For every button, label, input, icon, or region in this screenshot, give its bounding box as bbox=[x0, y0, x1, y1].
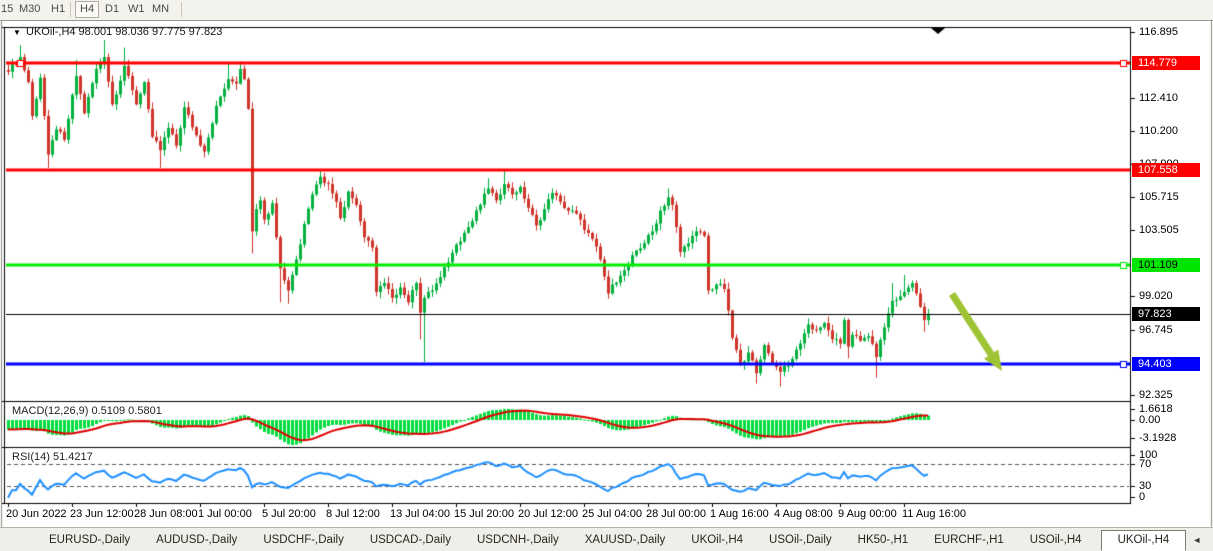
toolbar-separator bbox=[70, 2, 71, 17]
date-tick-label: 13 Jul 04:00 bbox=[390, 508, 450, 520]
title-dropdown-icon[interactable]: ▼ bbox=[13, 28, 21, 37]
price-level-badge: 114.779 bbox=[1132, 56, 1200, 70]
toolbar-separator bbox=[181, 2, 182, 17]
price-tick-label: 105.715 bbox=[1139, 191, 1179, 203]
period-toolbar: 15 M30 H1 H4 D1 W1 MN bbox=[0, 0, 1213, 21]
price-tick-label: 99.020 bbox=[1139, 290, 1173, 302]
macd-tick-label: -3.1928 bbox=[1139, 432, 1177, 444]
price-tick-label: 116.895 bbox=[1139, 26, 1178, 38]
date-tick-label: 20 Jul 12:00 bbox=[518, 508, 578, 520]
tab-usoil-h4[interactable]: USOil-,H4 bbox=[1029, 534, 1082, 546]
period-button-d1[interactable]: D1 bbox=[105, 3, 120, 15]
tab-eurusd-daily[interactable]: EURUSD-,Daily bbox=[49, 534, 131, 546]
tabs-scroll-left-icon[interactable]: ◄ bbox=[1192, 535, 1202, 545]
macd-indicator-label: MACD(12,26,9) 0.5109 0.5801 bbox=[12, 405, 162, 417]
price-tick-label: 112.410 bbox=[1139, 92, 1178, 104]
price-level-badge: 97.823 bbox=[1132, 307, 1200, 321]
tab-xauusd-daily[interactable]: XAUUSD-,Daily bbox=[584, 534, 666, 546]
date-tick-label: 25 Jul 04:00 bbox=[582, 508, 642, 520]
rsi-indicator-label: RSI(14) 51.4217 bbox=[12, 451, 93, 463]
tab-usdcad-daily[interactable]: USDCAD-,Daily bbox=[369, 534, 451, 546]
tab-hk50-h1[interactable]: HK50-,H1 bbox=[857, 534, 909, 546]
macd-tick-label: 1.6618 bbox=[1139, 403, 1173, 415]
date-tick-label: 1 Aug 16:00 bbox=[710, 508, 769, 520]
symbol-tab-bar: EURUSD-,Daily AUDUSD-,Daily USDCHF-,Daily U… bbox=[0, 527, 1213, 551]
date-tick-label: 28 Jul 00:00 bbox=[646, 508, 706, 520]
tab-ukoil-h4-active[interactable]: UKOil-,H4 bbox=[1100, 529, 1187, 551]
price-level-badge: 107.558 bbox=[1132, 163, 1200, 177]
rsi-tick-label: 70 bbox=[1139, 458, 1152, 470]
tabs-scroll-right-icon[interactable]: ► bbox=[1207, 535, 1213, 545]
price-level-badge: 94.403 bbox=[1132, 357, 1200, 371]
period-button-mn[interactable]: MN bbox=[152, 3, 170, 15]
date-tick-label: 28 Jun 08:00 bbox=[134, 508, 198, 520]
price-tick-label: 92.325 bbox=[1139, 389, 1173, 401]
tab-usdchf-daily[interactable]: USDCHF-,Daily bbox=[263, 534, 344, 546]
tab-audusd-daily[interactable]: AUDUSD-,Daily bbox=[156, 534, 238, 546]
date-tick-label: 5 Jul 20:00 bbox=[262, 508, 316, 520]
price-tick-label: 110.200 bbox=[1139, 125, 1178, 137]
tab-ukoil-h4[interactable]: UKOil-,H4 bbox=[691, 534, 744, 546]
tab-eurchf-h1[interactable]: EURCHF-,H1 bbox=[934, 534, 1004, 546]
date-tick-label: 23 Jun 12:00 bbox=[70, 508, 134, 520]
period-button-m30[interactable]: M30 bbox=[19, 3, 41, 15]
period-button-h4[interactable]: H4 bbox=[75, 1, 100, 18]
tab-usdcnh-daily[interactable]: USDCNH-,Daily bbox=[476, 534, 559, 546]
date-tick-label: 1 Jul 00:00 bbox=[198, 508, 252, 520]
date-tick-label: 8 Jul 12:00 bbox=[326, 508, 380, 520]
period-button-w1[interactable]: W1 bbox=[128, 3, 145, 15]
date-tick-label: 11 Aug 16:00 bbox=[902, 508, 967, 520]
date-tick-label: 15 Jul 20:00 bbox=[454, 508, 514, 520]
tab-usoil-daily[interactable]: USOil-,Daily bbox=[769, 534, 832, 546]
date-tick-label: 9 Aug 00:00 bbox=[838, 508, 897, 520]
period-button-h1[interactable]: H1 bbox=[51, 3, 66, 15]
price-tick-label: 103.505 bbox=[1139, 224, 1179, 236]
date-tick-label: 20 Jun 2022 bbox=[6, 508, 67, 520]
date-tick-label: 4 Aug 08:00 bbox=[774, 508, 833, 520]
price-level-badge: 101.109 bbox=[1132, 258, 1200, 272]
rsi-tick-label: 100 bbox=[1139, 449, 1158, 461]
macd-tick-label: 0.00 bbox=[1139, 414, 1161, 426]
rsi-tick-label: 30 bbox=[1139, 480, 1152, 492]
price-tick-label: 96.745 bbox=[1139, 324, 1173, 336]
chart-title: UKOil-,H4 98.001 98.036 97.775 97.823 bbox=[26, 26, 223, 38]
period-button-15[interactable]: 15 bbox=[1, 3, 14, 15]
rsi-tick-label: 0 bbox=[1139, 491, 1146, 503]
